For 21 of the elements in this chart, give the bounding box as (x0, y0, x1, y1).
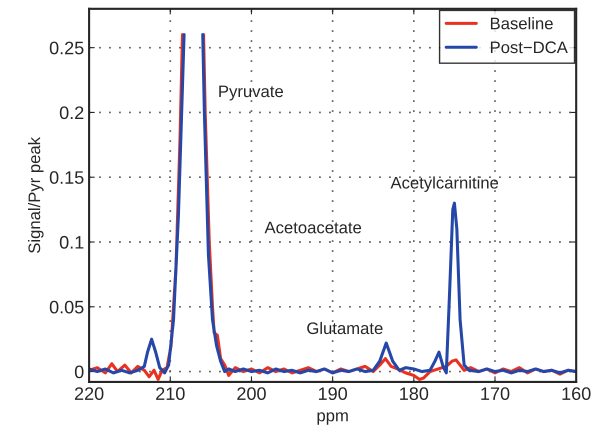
annotation: Acetylcarnitine (390, 176, 498, 192)
annotation: Pyruvate (219, 86, 283, 101)
x-tick-label: 200 (237, 387, 266, 400)
y-tick-label: 0 (74, 366, 84, 378)
x-axis-title: ppm (318, 412, 348, 425)
x-tick-label: 160 (562, 387, 591, 400)
y-tick-label: 0.25 (50, 42, 84, 54)
x-tick-label: 180 (400, 387, 428, 400)
y-tick-label: 0.05 (50, 300, 84, 314)
legend-label: Post−DCA (490, 41, 568, 54)
x-tick-label: 210 (156, 387, 185, 400)
x-tick-label: 170 (481, 387, 510, 400)
y-tick-label: 0.1 (60, 236, 84, 249)
x-tick-label: 220 (74, 387, 104, 400)
annotation: Glutamate (307, 322, 383, 334)
legend-label: Baseline (490, 17, 553, 30)
annotation: Acetoacetate (264, 222, 362, 234)
y-tick-label: 0.2 (60, 106, 84, 120)
x-tick-label: 190 (318, 387, 347, 400)
y-tick-label: 0.15 (50, 171, 84, 184)
y-axis-title: Signal/Pyr peak (28, 136, 44, 253)
